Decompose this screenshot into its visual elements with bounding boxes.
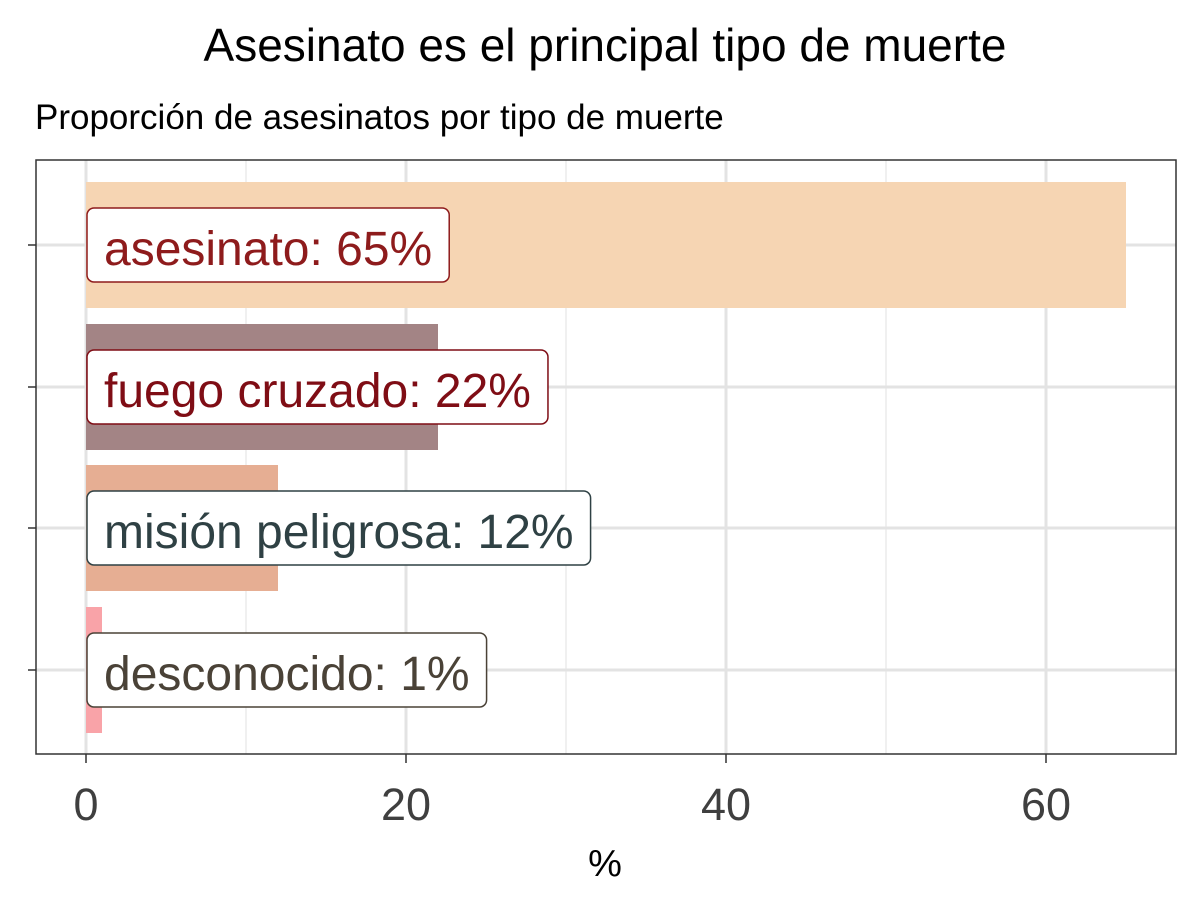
- y-axis-ticks: [28, 244, 36, 671]
- bar-label-text: asesinato: 65%: [104, 223, 432, 276]
- bar-label-text: desconocido: 1%: [104, 648, 470, 701]
- bar-labels: asesinato: 65% fuego cruzado: 22% misión p…: [86, 207, 592, 708]
- x-tick-label: 20: [381, 779, 431, 830]
- bar-label: asesinato: 65%: [86, 207, 450, 283]
- chart-title: Asesinato es el principal tipo de muerte: [203, 19, 1007, 71]
- x-axis: 0 20 40 60: [73, 754, 1071, 830]
- plot-panel-border: [35, 159, 1177, 755]
- x-tick-label: 0: [73, 779, 98, 830]
- x-tick-label: 60: [1021, 779, 1071, 830]
- bar-label-box: [86, 349, 549, 425]
- bar-label-box: [86, 207, 450, 283]
- bar-label: fuego cruzado: 22%: [86, 349, 549, 425]
- bar-label: misión peligrosa: 12%: [86, 490, 592, 566]
- x-axis-title: %: [588, 843, 622, 885]
- chart-subtitle: Proporción de asesinatos por tipo de mue…: [35, 98, 724, 137]
- bar-label-text: fuego cruzado: 22%: [104, 365, 531, 418]
- bar-label-box: [86, 490, 592, 566]
- bar-label: desconocido: 1%: [86, 632, 488, 708]
- bar-label-box: [86, 632, 488, 708]
- x-tick-label: 40: [701, 779, 751, 830]
- bar-label-text: misión peligrosa: 12%: [104, 506, 574, 559]
